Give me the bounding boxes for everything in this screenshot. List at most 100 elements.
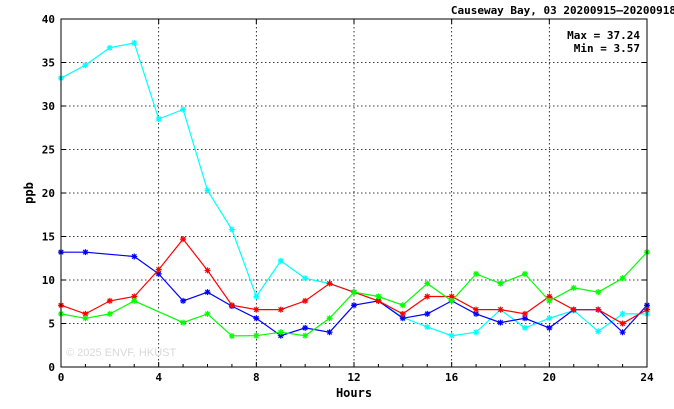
data-point	[351, 302, 357, 309]
x-tick-label: 0	[58, 371, 65, 384]
data-point	[399, 315, 406, 322]
data-point	[155, 266, 162, 273]
data-point	[473, 310, 480, 317]
data-point	[228, 226, 235, 233]
data-point	[180, 236, 187, 243]
data-point	[619, 275, 626, 282]
data-point	[448, 297, 455, 304]
data-point	[546, 315, 553, 322]
data-point	[595, 328, 602, 335]
data-point	[521, 324, 528, 331]
data-point	[448, 293, 455, 300]
data-point	[521, 310, 528, 317]
max-label: Max = 37.24	[567, 29, 640, 42]
data-point	[277, 306, 284, 313]
series-3	[58, 236, 650, 327]
x-tick-label: 8	[253, 371, 260, 384]
data-point	[619, 329, 626, 336]
y-axis-label: ppb	[22, 182, 36, 204]
series-line	[60, 251, 648, 337]
x-tick-label: 4	[155, 371, 162, 384]
data-point	[473, 329, 480, 336]
data-point	[595, 289, 602, 296]
data-point	[619, 320, 626, 327]
data-point	[155, 116, 162, 123]
data-point	[546, 297, 553, 304]
data-point	[619, 310, 626, 317]
y-tick-label: 35	[42, 57, 55, 70]
data-point	[497, 319, 504, 326]
data-point	[302, 324, 309, 331]
chart-title: Causeway Bay, 03 20200915—20200918	[451, 4, 674, 17]
data-point	[204, 310, 211, 317]
data-point	[228, 302, 235, 309]
data-point	[302, 297, 309, 304]
data-point	[204, 187, 211, 194]
ticks: 0 5 10 15 20 25 30 35 40 0 4 8 12 16 20 24	[42, 13, 654, 384]
data-point	[473, 270, 480, 277]
data-point	[82, 62, 89, 69]
data-point	[521, 315, 528, 322]
watermark: © 2025 ENVF, HKUST	[66, 347, 176, 359]
data-point	[155, 270, 162, 277]
data-point	[82, 315, 89, 322]
data-point	[82, 249, 89, 256]
data-point	[375, 293, 382, 300]
data-point	[326, 280, 333, 287]
data-point	[424, 310, 431, 317]
x-tick-label: 20	[543, 371, 556, 384]
data-point	[180, 297, 187, 304]
data-point	[473, 306, 480, 313]
data-point	[277, 332, 284, 339]
x-tick-label: 24	[640, 371, 654, 384]
data-point	[253, 332, 260, 339]
data-point	[546, 293, 553, 300]
data-point	[448, 332, 455, 339]
data-point	[204, 289, 211, 296]
data-point	[277, 257, 284, 264]
data-point	[424, 293, 431, 300]
data-point	[424, 280, 431, 287]
data-point	[180, 319, 187, 326]
data-point	[106, 44, 113, 51]
x-axis-label: Hours	[336, 386, 372, 400]
y-tick-label: 10	[42, 274, 55, 287]
data-point	[253, 315, 260, 322]
series-line	[61, 251, 648, 337]
data-point	[570, 284, 577, 291]
data-point	[326, 329, 333, 336]
x-tick-label: 16	[445, 371, 459, 384]
data-point	[521, 270, 528, 277]
y-tick-label: 20	[42, 187, 55, 200]
data-point	[375, 297, 382, 304]
data-point	[106, 310, 113, 317]
data-point	[82, 310, 89, 317]
series-layer	[58, 40, 650, 339]
data-point	[570, 306, 577, 313]
y-tick-label: 5	[48, 318, 55, 331]
data-point	[204, 267, 211, 274]
data-point	[546, 324, 553, 331]
y-tick-label: 30	[42, 100, 55, 113]
data-point	[497, 280, 504, 287]
data-point	[302, 332, 309, 339]
data-point	[326, 315, 333, 322]
data-point	[253, 306, 260, 313]
data-point	[131, 253, 138, 260]
data-point	[595, 306, 602, 313]
y-tick-label: 0	[48, 361, 55, 374]
data-point	[106, 297, 113, 304]
data-point	[180, 106, 187, 113]
y-tick-label: 15	[42, 231, 55, 244]
data-point	[228, 332, 235, 339]
data-point	[399, 302, 406, 309]
data-point	[302, 275, 309, 282]
data-point	[131, 297, 138, 304]
y-tick-label: 40	[42, 13, 55, 26]
data-point	[424, 323, 431, 330]
x-tick-label: 12	[347, 371, 360, 384]
y-tick-label: 25	[42, 144, 55, 157]
data-point	[399, 310, 406, 317]
